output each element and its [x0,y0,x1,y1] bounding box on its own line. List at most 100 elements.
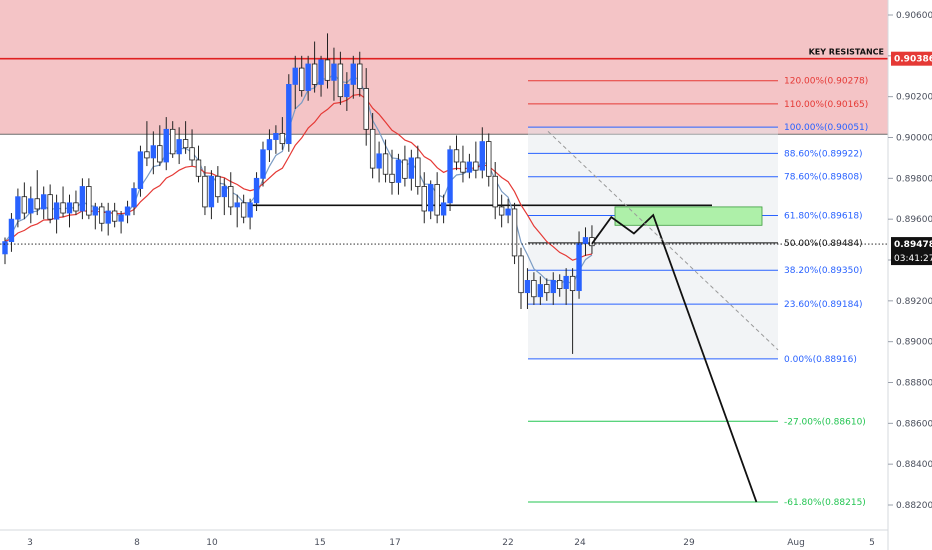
candle-body [286,84,292,145]
fib-level-label: 110.00%(0.90165) [784,100,868,110]
x-tick-label: 22 [502,538,513,548]
candle-body [537,284,544,298]
candle [260,141,266,187]
candle [53,194,60,234]
candle-body [2,241,8,255]
candle [440,194,447,224]
x-tick-label: 5 [869,538,875,548]
candle-body [518,255,524,294]
candle-body [169,128,176,155]
candle-body [53,202,60,220]
candle-body [292,67,298,85]
candle-body [389,173,395,183]
y-tick-label: 0.90000 [896,134,932,144]
candle [453,135,460,171]
candle-body [337,63,344,98]
candle-body [486,141,492,177]
fib-level-label: 120.00%(0.90278) [784,77,868,87]
candle [8,213,15,252]
candle [492,162,498,220]
candle-body [350,63,356,85]
candle [582,227,589,256]
candle-body [47,194,53,220]
fib-level-label: 100.00%(0.90051) [784,123,868,133]
candle [28,186,34,224]
fib-level-label: -27.00%(0.88610) [784,417,866,427]
candle [544,278,550,301]
candle-body [466,161,473,173]
candle-body [195,159,202,177]
candle [47,184,53,224]
candle [408,149,415,191]
candle-body [479,141,485,171]
candle-body [150,145,157,159]
candle [376,141,382,183]
candle-body [382,153,389,175]
candle [105,202,111,236]
candle-body [182,139,189,149]
candle [318,55,324,97]
candle [311,41,318,93]
candle-body [511,208,518,257]
y-tick-label: 0.88800 [896,379,932,389]
candle [86,178,92,220]
candle [298,55,305,97]
candle [415,145,421,195]
candle [357,51,363,97]
candle [266,129,273,162]
candle-body [202,175,208,208]
candle-body [440,202,447,216]
candle [395,153,402,195]
y-tick-label: 0.89600 [896,215,932,225]
candle [369,113,376,179]
candle-body [73,202,79,212]
y-tick-label: 0.89800 [896,174,932,184]
candle-body [460,161,466,173]
candle [208,170,215,220]
candle-body [234,202,240,208]
x-tick-label: 10 [206,538,218,548]
candle-body [66,202,73,214]
candle [182,121,189,154]
candle [144,121,150,167]
candle-body [498,206,505,216]
candle [569,268,576,354]
fib-level-label: -61.80%(0.88215) [784,498,866,508]
candle-body [531,280,537,298]
candle-body [363,88,369,130]
key-resistance-badge: 0.90386 [891,51,932,66]
candle [41,186,47,220]
fib-level-label: 38.20%(0.89350) [784,266,863,276]
candle-body [240,202,247,218]
x-tick-label: 24 [574,538,586,548]
candle-body [550,280,556,294]
candle-body [92,206,98,216]
candle-body [369,128,376,169]
candle-body [408,157,415,179]
y-tick-label: 0.89000 [896,338,932,348]
candle-body [376,153,382,169]
candle-body [118,214,124,222]
candle [202,166,208,216]
candle-body [260,149,266,179]
x-axis-ticks: 3 8 10 15 17 22 24 29 Aug 5 [27,538,875,548]
candle-body [569,275,576,292]
candle-body [434,184,440,216]
y-tick-label: 0.90600 [896,11,932,21]
candle [292,55,298,109]
candle [124,200,131,224]
candle [563,268,569,305]
current-price-badge: 0.89478 03:41:27 [891,237,932,266]
candle-body [427,184,434,212]
candle [60,186,66,218]
candle [505,198,511,224]
candle [111,202,118,228]
y-tick-label: 0.88600 [896,419,932,429]
candle-body [305,63,311,91]
y-tick-label: 0.90200 [896,93,932,103]
x-tick-label: 3 [27,538,33,548]
x-tick-label: 29 [683,538,695,548]
candle [221,178,227,216]
key-resistance-label: KEY RESISTANCE [809,48,884,57]
